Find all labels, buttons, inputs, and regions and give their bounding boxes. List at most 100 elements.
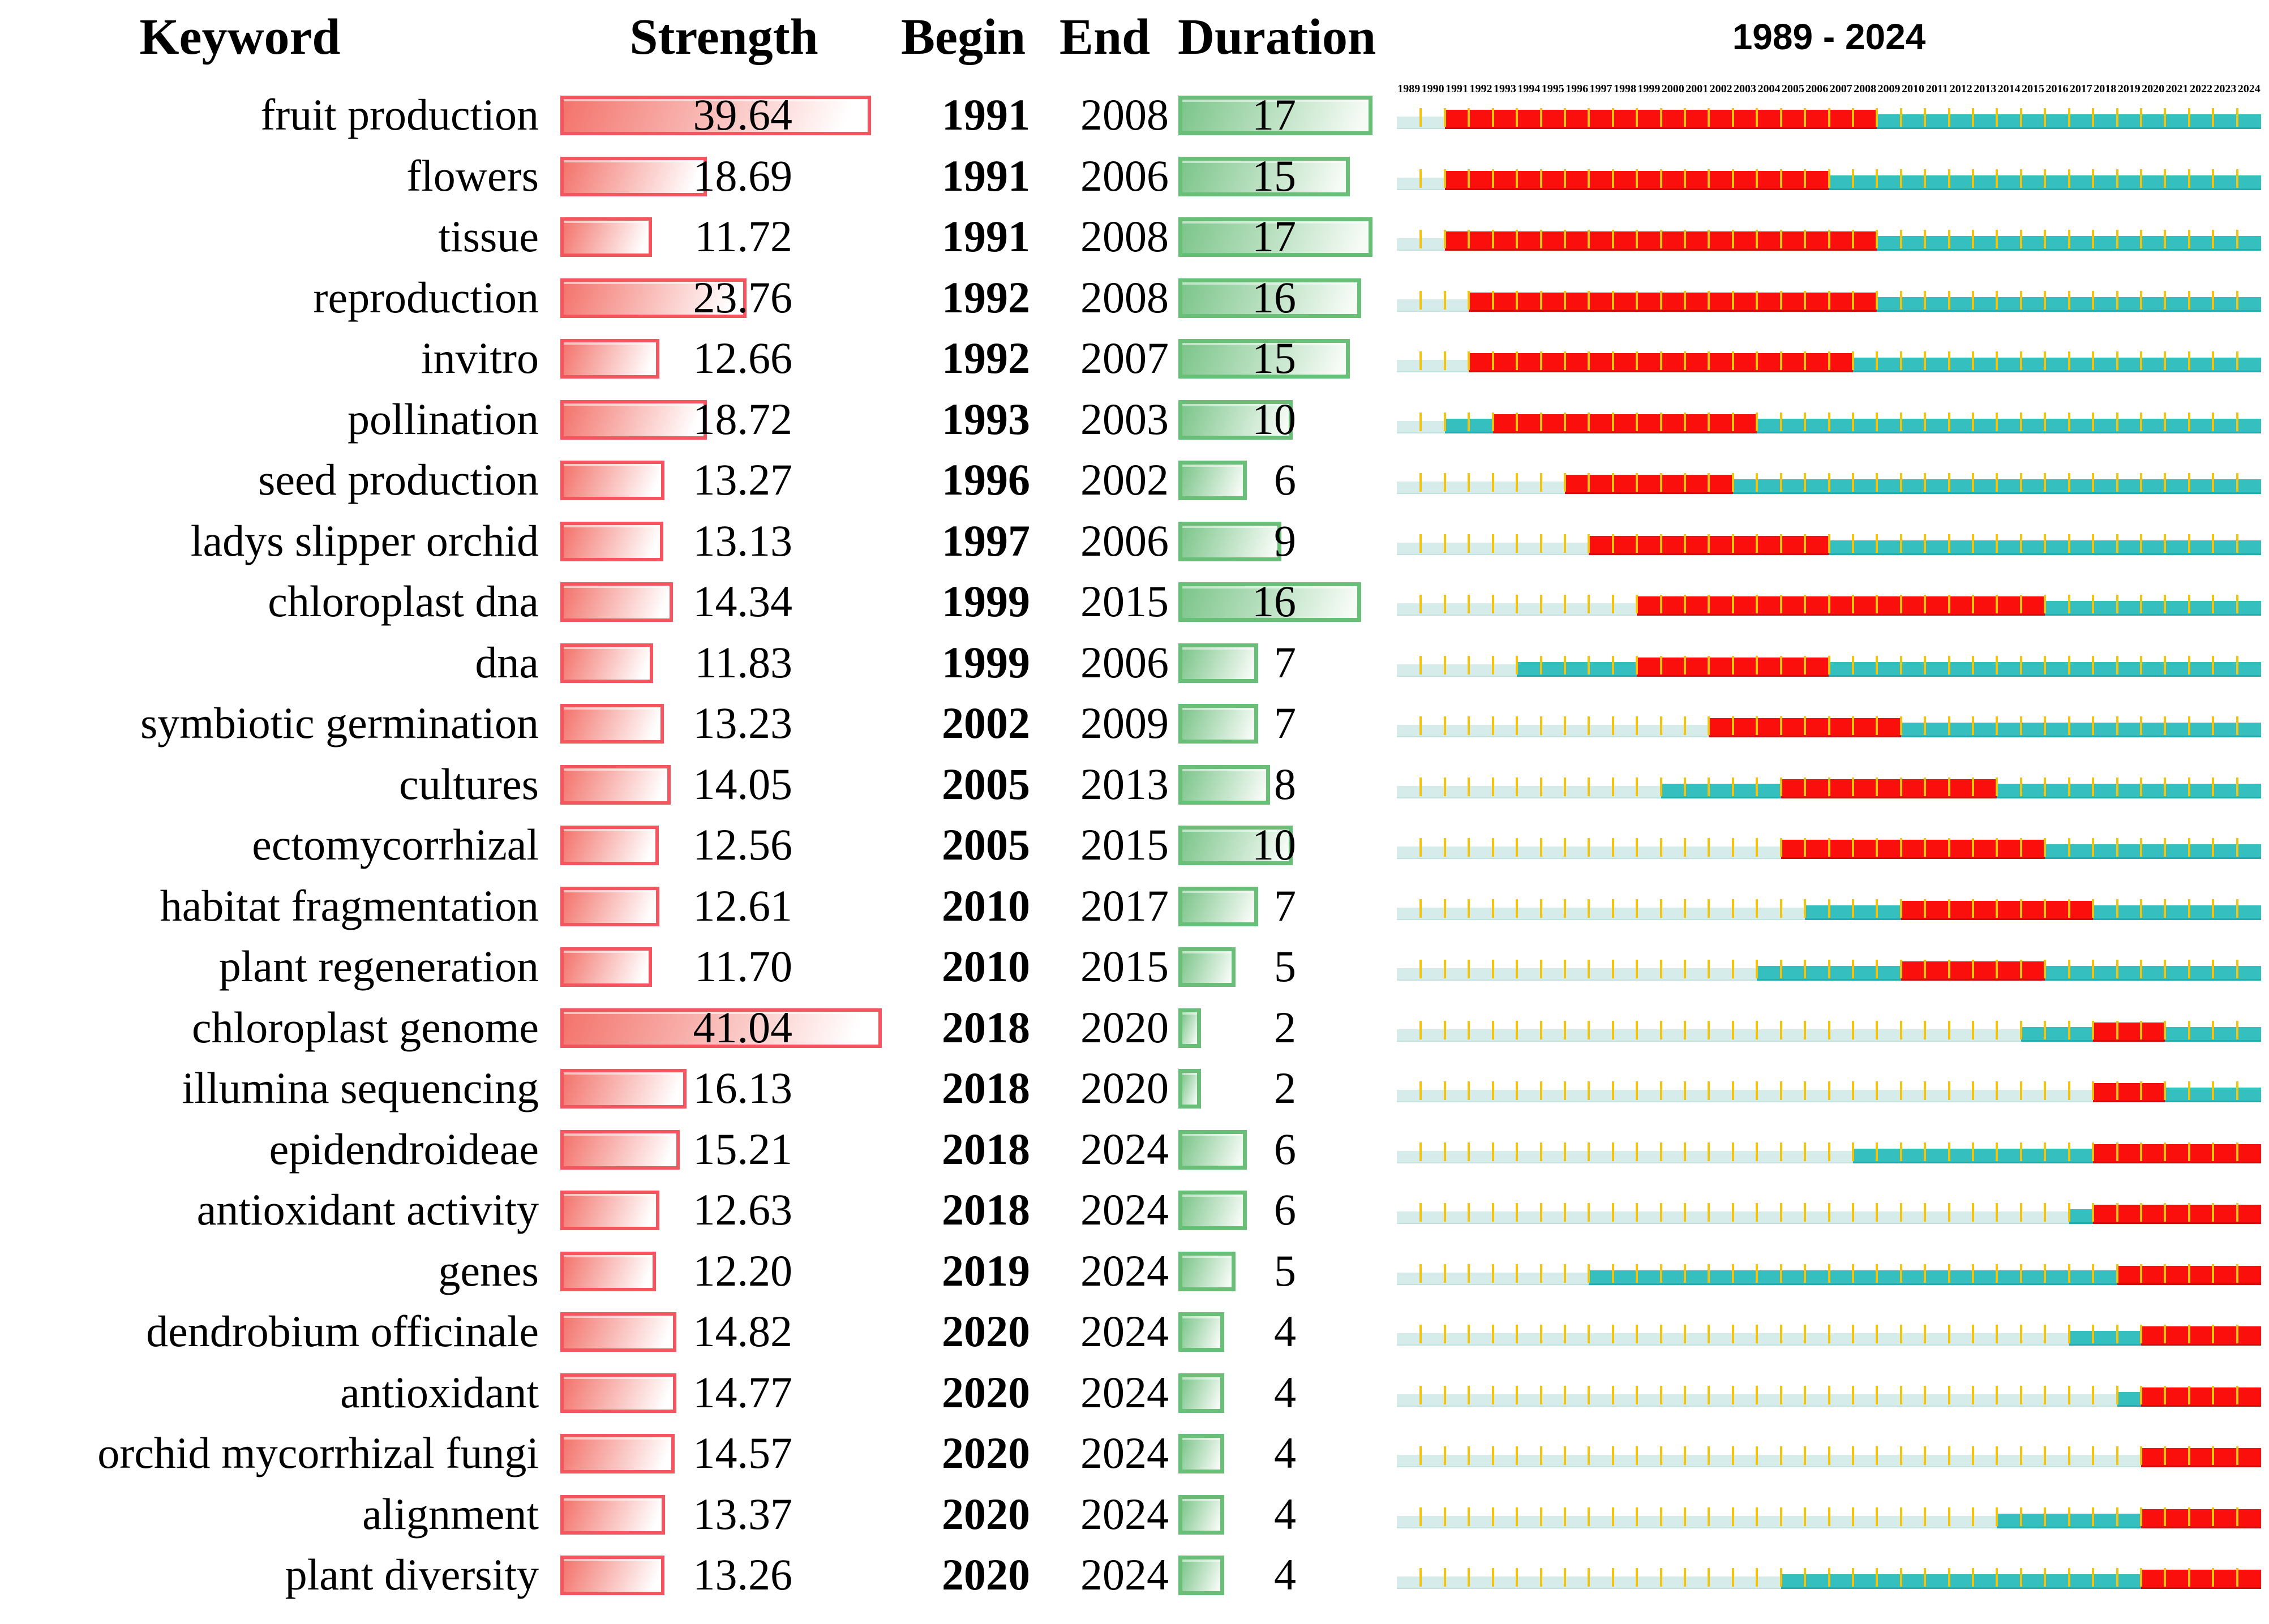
year-tick — [1924, 777, 1927, 796]
year-tick — [1443, 1568, 1446, 1587]
year-tick — [1611, 230, 1614, 248]
year-tick — [1468, 1385, 1470, 1404]
year-tick — [2187, 1325, 2190, 1343]
duration-bar — [1178, 96, 1373, 135]
year-tick — [2019, 1385, 2022, 1404]
year-tick — [1804, 230, 1807, 248]
year-tick — [2212, 108, 2215, 127]
year-tick — [1684, 1081, 1686, 1100]
timeline-burst-bar — [2141, 1509, 2261, 1528]
year-label: 2001 — [1685, 83, 1709, 95]
year-tick — [1899, 1446, 1902, 1465]
year-tick — [2044, 473, 2047, 492]
year-tick — [1972, 1325, 1974, 1343]
begin-year: 2010 — [942, 942, 1030, 991]
year-tick — [1468, 960, 1470, 978]
year-tick — [2164, 169, 2167, 188]
year-tick — [2068, 1446, 2070, 1465]
year-tick — [1443, 1081, 1446, 1100]
year-tick — [1996, 716, 1998, 735]
year-tick — [1779, 473, 1782, 492]
year-tick — [2139, 534, 2142, 553]
year-tick — [1491, 595, 1494, 613]
year-tick — [2092, 1568, 2095, 1587]
year-tick — [2236, 1446, 2238, 1465]
year-tick — [1539, 716, 1542, 735]
year-tick — [1539, 1081, 1542, 1100]
year-tick — [1731, 1568, 1734, 1587]
year-tick — [1659, 595, 1662, 613]
year-tick — [1659, 838, 1662, 857]
begin-year: 2020 — [942, 1307, 1030, 1356]
year-tick — [2187, 1142, 2190, 1161]
duration-bar — [1178, 886, 1259, 926]
year-tick — [1972, 108, 1974, 127]
year-tick — [1996, 595, 1998, 613]
year-tick — [1972, 412, 1974, 431]
year-tick — [1804, 412, 1807, 431]
year-tick — [2068, 838, 2070, 857]
year-tick — [1924, 534, 1927, 553]
year-tick — [1636, 595, 1639, 613]
year-tick — [1636, 1020, 1639, 1039]
keyword-cell: chloroplast genome — [192, 1002, 539, 1052]
year-tick — [1899, 655, 1902, 674]
year-tick — [1516, 716, 1519, 735]
year-tick — [2068, 777, 2070, 796]
year-tick — [1539, 838, 1542, 857]
year-tick — [1948, 716, 1950, 735]
year-tick — [2187, 1264, 2190, 1283]
end-year: 2024 — [1080, 1307, 1169, 1356]
year-tick — [1419, 777, 1422, 796]
keyword-cell: flowers — [406, 151, 539, 200]
strength-bar — [560, 764, 671, 805]
year-tick — [1684, 899, 1686, 918]
year-tick — [1588, 1325, 1590, 1343]
year-tick — [1924, 1507, 1927, 1526]
year-tick — [2164, 1203, 2167, 1222]
year-tick — [1539, 899, 1542, 918]
year-tick — [1779, 1385, 1782, 1404]
year-tick — [2092, 1020, 2095, 1039]
col-header-keyword: Keyword — [139, 9, 341, 65]
keyword-cell: plant regeneration — [218, 942, 539, 991]
year-tick — [2164, 1264, 2167, 1283]
year-tick — [1588, 1020, 1590, 1039]
begin-year: 1991 — [942, 90, 1030, 139]
year-tick — [1491, 777, 1494, 796]
year-tick — [1419, 1385, 1422, 1404]
year-label: 2021 — [2165, 83, 2189, 95]
year-tick — [1731, 777, 1734, 796]
year-tick — [2019, 1203, 2022, 1222]
year-tick — [1659, 351, 1662, 370]
year-tick — [1516, 1325, 1519, 1343]
year-tick — [1972, 1385, 1974, 1404]
year-tick — [1756, 1325, 1758, 1343]
year-tick — [2092, 473, 2095, 492]
year-tick — [2236, 960, 2238, 978]
year-tick — [1516, 777, 1519, 796]
year-tick — [2044, 960, 2047, 978]
year-tick — [1659, 899, 1662, 918]
year-tick — [1468, 899, 1470, 918]
year-tick — [2044, 108, 2047, 127]
year-tick — [1851, 1507, 1854, 1526]
year-tick — [2212, 655, 2215, 674]
year-tick — [1828, 960, 1830, 978]
year-tick — [1516, 108, 1519, 127]
duration-value: 15 — [1252, 151, 1296, 200]
year-tick — [1419, 595, 1422, 613]
year-tick — [1899, 838, 1902, 857]
year-label: 2020 — [2142, 83, 2165, 95]
year-tick — [1851, 534, 1854, 553]
year-tick — [1876, 412, 1878, 431]
year-tick — [1828, 655, 1830, 674]
year-tick — [2139, 412, 2142, 431]
year-tick — [1804, 716, 1807, 735]
year-tick — [1588, 1385, 1590, 1404]
year-tick — [1948, 230, 1950, 248]
year-tick — [1779, 290, 1782, 310]
keyword-cell: invitro — [421, 333, 539, 383]
year-tick — [1636, 1081, 1639, 1100]
year-tick — [1708, 1142, 1710, 1161]
